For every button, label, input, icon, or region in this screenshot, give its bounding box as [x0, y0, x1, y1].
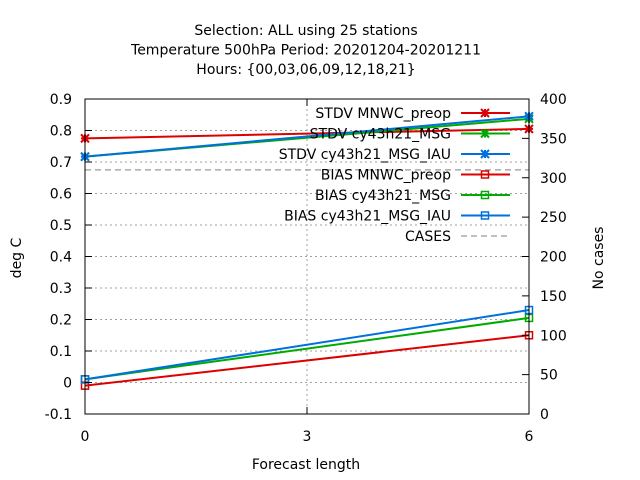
- x-tick-label: 0: [81, 429, 90, 445]
- y-tick-label: -0.1: [45, 407, 72, 423]
- series-line: [84, 127, 530, 140]
- y2-tick-label: 0: [540, 407, 549, 423]
- x-axis-label: Forecast length: [252, 457, 360, 473]
- y-tick-label: 0.1: [50, 344, 72, 360]
- y-tick-label: 0: [63, 376, 72, 392]
- y2-tick-label: 300: [540, 171, 567, 187]
- y2-tick-label: 350: [540, 131, 567, 147]
- y2-tick-label: 50: [540, 368, 558, 384]
- series-line: [84, 316, 530, 381]
- legend-marker: [480, 170, 490, 179]
- legend-label: STDV MNWC_preop: [315, 106, 451, 122]
- title-line: Hours: {00,03,06,09,12,18,21}: [196, 62, 415, 78]
- plot-border: [84, 98, 530, 415]
- legend-label: STDV cy43h21_MSG_IAU: [279, 147, 451, 163]
- series-line: [84, 334, 530, 387]
- y2-axis-label: No cases: [591, 227, 607, 290]
- y-tick-label: 0.7: [50, 155, 72, 171]
- y2-tick-label: 200: [540, 250, 567, 266]
- x-tick-label: 3: [303, 429, 312, 445]
- legend-label: BIAS MNWC_preop: [321, 168, 451, 184]
- y-tick-label: 0.2: [50, 313, 72, 329]
- series-line: [84, 115, 530, 158]
- y2-tick-label: 100: [540, 328, 567, 344]
- y-tick-label: 0.4: [50, 250, 72, 266]
- legend-label: BIAS cy43h21_MSG: [315, 188, 451, 204]
- legend: STDV MNWC_preop STDV cy43h21_MSG STDV cy43…: [279, 106, 510, 245]
- x-tick-label: 6: [525, 429, 534, 445]
- legend-label: BIAS cy43h21_MSG_IAU: [284, 209, 451, 225]
- series-line: [84, 309, 530, 381]
- axis-ticks: -0.100.10.20.30.40.50.60.70.80.90 3 605010…: [45, 92, 567, 445]
- legend-marker: [480, 211, 490, 220]
- legend-marker: [480, 190, 490, 200]
- y2-tick-label: 150: [540, 289, 567, 305]
- y2-tick-label: 250: [540, 210, 567, 226]
- y-tick-label: 0.6: [50, 187, 72, 203]
- legend-label: STDV cy43h21_MSG: [310, 127, 451, 143]
- y-tick-label: 0.8: [50, 124, 72, 140]
- y-tick-label: 0.9: [50, 92, 72, 108]
- y2-tick-label: 400: [540, 92, 567, 108]
- title-line: Selection: ALL using 25 stations: [194, 23, 417, 39]
- title-line: Temperature 500hPa Period: 20201204-2020…: [130, 43, 481, 59]
- legend-marker: [480, 108, 490, 118]
- y-tick-label: 0.3: [50, 281, 72, 297]
- y-axis-label: deg C: [9, 237, 25, 278]
- legend-marker: [480, 128, 490, 139]
- y-tick-label: 0.5: [50, 218, 72, 234]
- gridlines: [85, 99, 529, 414]
- legend-marker: [480, 149, 490, 159]
- legend-label: CASES: [405, 229, 451, 245]
- chart-title: Selection: ALL using 25 stations Temperat…: [130, 23, 481, 78]
